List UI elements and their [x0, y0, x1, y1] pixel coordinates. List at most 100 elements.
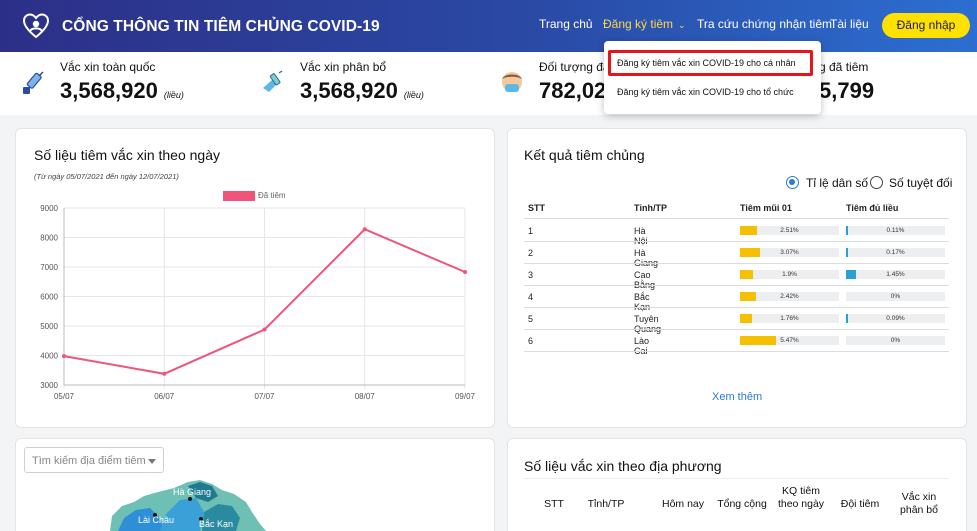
- full-progress-fill: [846, 248, 848, 257]
- menu-item-register-organization[interactable]: Đăng ký tiêm vắc xin COVID-19 cho tổ chứ…: [617, 87, 794, 97]
- row-divider: [524, 329, 949, 330]
- dose1-progress-value: 1.76%: [780, 315, 799, 322]
- dose1-progress-value: 5.47%: [780, 337, 799, 344]
- full-progress-fill: [846, 270, 856, 279]
- stat-number: 3,568,920: [60, 78, 158, 103]
- vietnam-map[interactable]: Hà Giang Lài Châu Bắc Kạn: [100, 478, 280, 531]
- nav-lookup[interactable]: Tra cứu chứng nhận tiêm: [697, 17, 833, 31]
- full-progress-bar: 0%: [846, 292, 945, 301]
- cell-stt: 6: [528, 336, 534, 346]
- header-divider: [524, 218, 949, 219]
- map-label-bac-kan: Bắc Kạn: [199, 519, 233, 529]
- map-label-ha-giang: Hà Giang: [173, 487, 211, 497]
- stats-strip: Vắc xin toàn quốc 3,568,920 (liều) Vắc xi…: [0, 52, 977, 115]
- menu-item-register-individual[interactable]: Đăng ký tiêm vắc xin COVID-19 cho cá nhâ…: [617, 58, 796, 68]
- map-marker[interactable]: [153, 513, 157, 517]
- full-progress-value: 0%: [890, 293, 901, 300]
- full-progress-value: 0.17%: [886, 249, 905, 256]
- local-col-today: Hôm nay: [661, 498, 704, 510]
- map-marker[interactable]: [199, 517, 203, 521]
- full-progress-fill: [846, 226, 848, 235]
- dose1-progress-bar: 2.51%: [740, 226, 839, 235]
- data-point: [463, 270, 467, 275]
- radio-absolute-label[interactable]: Số tuyệt đối: [889, 176, 953, 190]
- person-mask-icon: [502, 72, 522, 92]
- dose1-progress-value: 3.07%: [780, 249, 799, 256]
- site-title[interactable]: CỔNG THÔNG TIN TIÊM CHỦNG COVID-19: [62, 18, 380, 35]
- legend-swatch[interactable]: [223, 191, 255, 201]
- cell-stt: 1: [528, 226, 534, 236]
- location-search-select[interactable]: Tìm kiếm địa điểm tiêm: [24, 447, 164, 473]
- data-point: [362, 227, 367, 232]
- daily-card-subtitle: (Từ ngày 05/07/2021 đến ngày 12/07/2021): [34, 172, 179, 181]
- dose1-progress-value: 2.51%: [780, 227, 799, 234]
- daily-line-chart: 3000 4000 5000 6000 7000 8000 9000 05/07 06/07 07…: [40, 204, 476, 401]
- cell-province: Lào Cai: [634, 336, 650, 356]
- x-tick-label: 08/07: [355, 392, 376, 401]
- row-divider: [524, 241, 949, 242]
- cell-stt: 3: [528, 270, 534, 280]
- y-tick-label: 7000: [40, 263, 58, 272]
- vaccine-hand-icon: [263, 70, 283, 92]
- cell-stt: 2: [528, 248, 534, 258]
- cell-province: Hà Giang: [634, 248, 659, 268]
- col-header-province: Tỉnh/TP: [634, 203, 667, 213]
- data-point: [162, 371, 167, 376]
- local-vaccine-card: [507, 438, 967, 531]
- login-button[interactable]: Đăng nhập: [882, 13, 970, 38]
- dose1-progress-bar: 1.9%: [740, 270, 839, 279]
- chevron-down-icon: ⌄: [678, 20, 686, 30]
- stat-label: Vắc xin phân bổ: [300, 60, 387, 74]
- register-dropdown-menu: Đăng ký tiêm vắc xin COVID-19 cho cá nhâ…: [604, 41, 821, 114]
- full-progress-bar: 0%: [846, 336, 945, 345]
- row-divider: [524, 307, 949, 308]
- x-tick-label: 07/07: [254, 392, 275, 401]
- stat-allocated-vaccine: Vắc xin phân bổ 3,568,920 (liều): [260, 52, 490, 115]
- map-marker[interactable]: [188, 497, 192, 501]
- radio-absolute[interactable]: [870, 176, 883, 189]
- row-divider: [524, 285, 949, 286]
- stat-unit: (liều): [403, 90, 424, 100]
- cell-province: Cao Bằng: [634, 270, 656, 290]
- cell-province: Hà Nội: [634, 226, 648, 246]
- local-divider: [524, 478, 949, 479]
- dose1-progress-fill: [740, 336, 777, 345]
- highlight-box: [608, 50, 813, 76]
- nav-home[interactable]: Trang chủ: [539, 17, 593, 31]
- col-header-stt: STT: [528, 203, 545, 213]
- cell-stt: 5: [528, 314, 534, 324]
- dose1-progress-fill: [740, 314, 752, 323]
- dose1-progress-bar: 2.42%: [740, 292, 839, 301]
- dose1-progress-fill: [740, 248, 761, 257]
- x-tick-label: 06/07: [154, 392, 175, 401]
- nav-register-label: Đăng ký tiêm: [603, 17, 674, 31]
- dose1-progress-bar: 3.07%: [740, 248, 839, 257]
- x-tick-label: 05/07: [54, 392, 75, 401]
- radio-ratio[interactable]: [786, 176, 799, 189]
- full-progress-value: 1.45%: [886, 271, 905, 278]
- row-divider: [524, 263, 949, 264]
- daily-card-title: Số liệu tiêm vắc xin theo ngày: [34, 147, 220, 163]
- legend-label[interactable]: Đã tiêm: [258, 191, 286, 200]
- y-tick-label: 6000: [40, 293, 58, 302]
- nav-docs[interactable]: Tài liệu: [830, 17, 869, 31]
- stat-label: Đối tượng đã: [539, 60, 610, 74]
- dose1-progress-value: 2.42%: [780, 293, 799, 300]
- search-placeholder: Tìm kiếm địa điểm tiêm: [32, 455, 146, 467]
- radio-ratio-label[interactable]: Tỉ lệ dân số: [806, 176, 869, 190]
- full-progress-bar: 1.45%: [846, 270, 945, 279]
- local-col-stt: STT: [544, 498, 564, 510]
- cell-province: Tuyên Quang: [634, 314, 662, 334]
- nav-register[interactable]: Đăng ký tiêm ⌄: [603, 17, 686, 31]
- cell-stt: 4: [528, 292, 534, 302]
- x-tick-label: 09/07: [455, 392, 476, 401]
- stat-label: Vắc xin toàn quốc: [60, 60, 156, 74]
- stat-value: 5,799: [819, 78, 875, 103]
- local-col-daily-result: KQ tiêm theo ngày: [777, 485, 825, 510]
- col-header-dose1: Tiêm mũi 01: [740, 203, 792, 213]
- see-more-link[interactable]: Xem thêm: [712, 391, 763, 403]
- data-point: [62, 354, 66, 359]
- y-tick-label: 3000: [40, 381, 58, 390]
- logo-heart-icon[interactable]: [22, 12, 50, 40]
- stat-value: 3,568,920 (liều): [60, 78, 184, 104]
